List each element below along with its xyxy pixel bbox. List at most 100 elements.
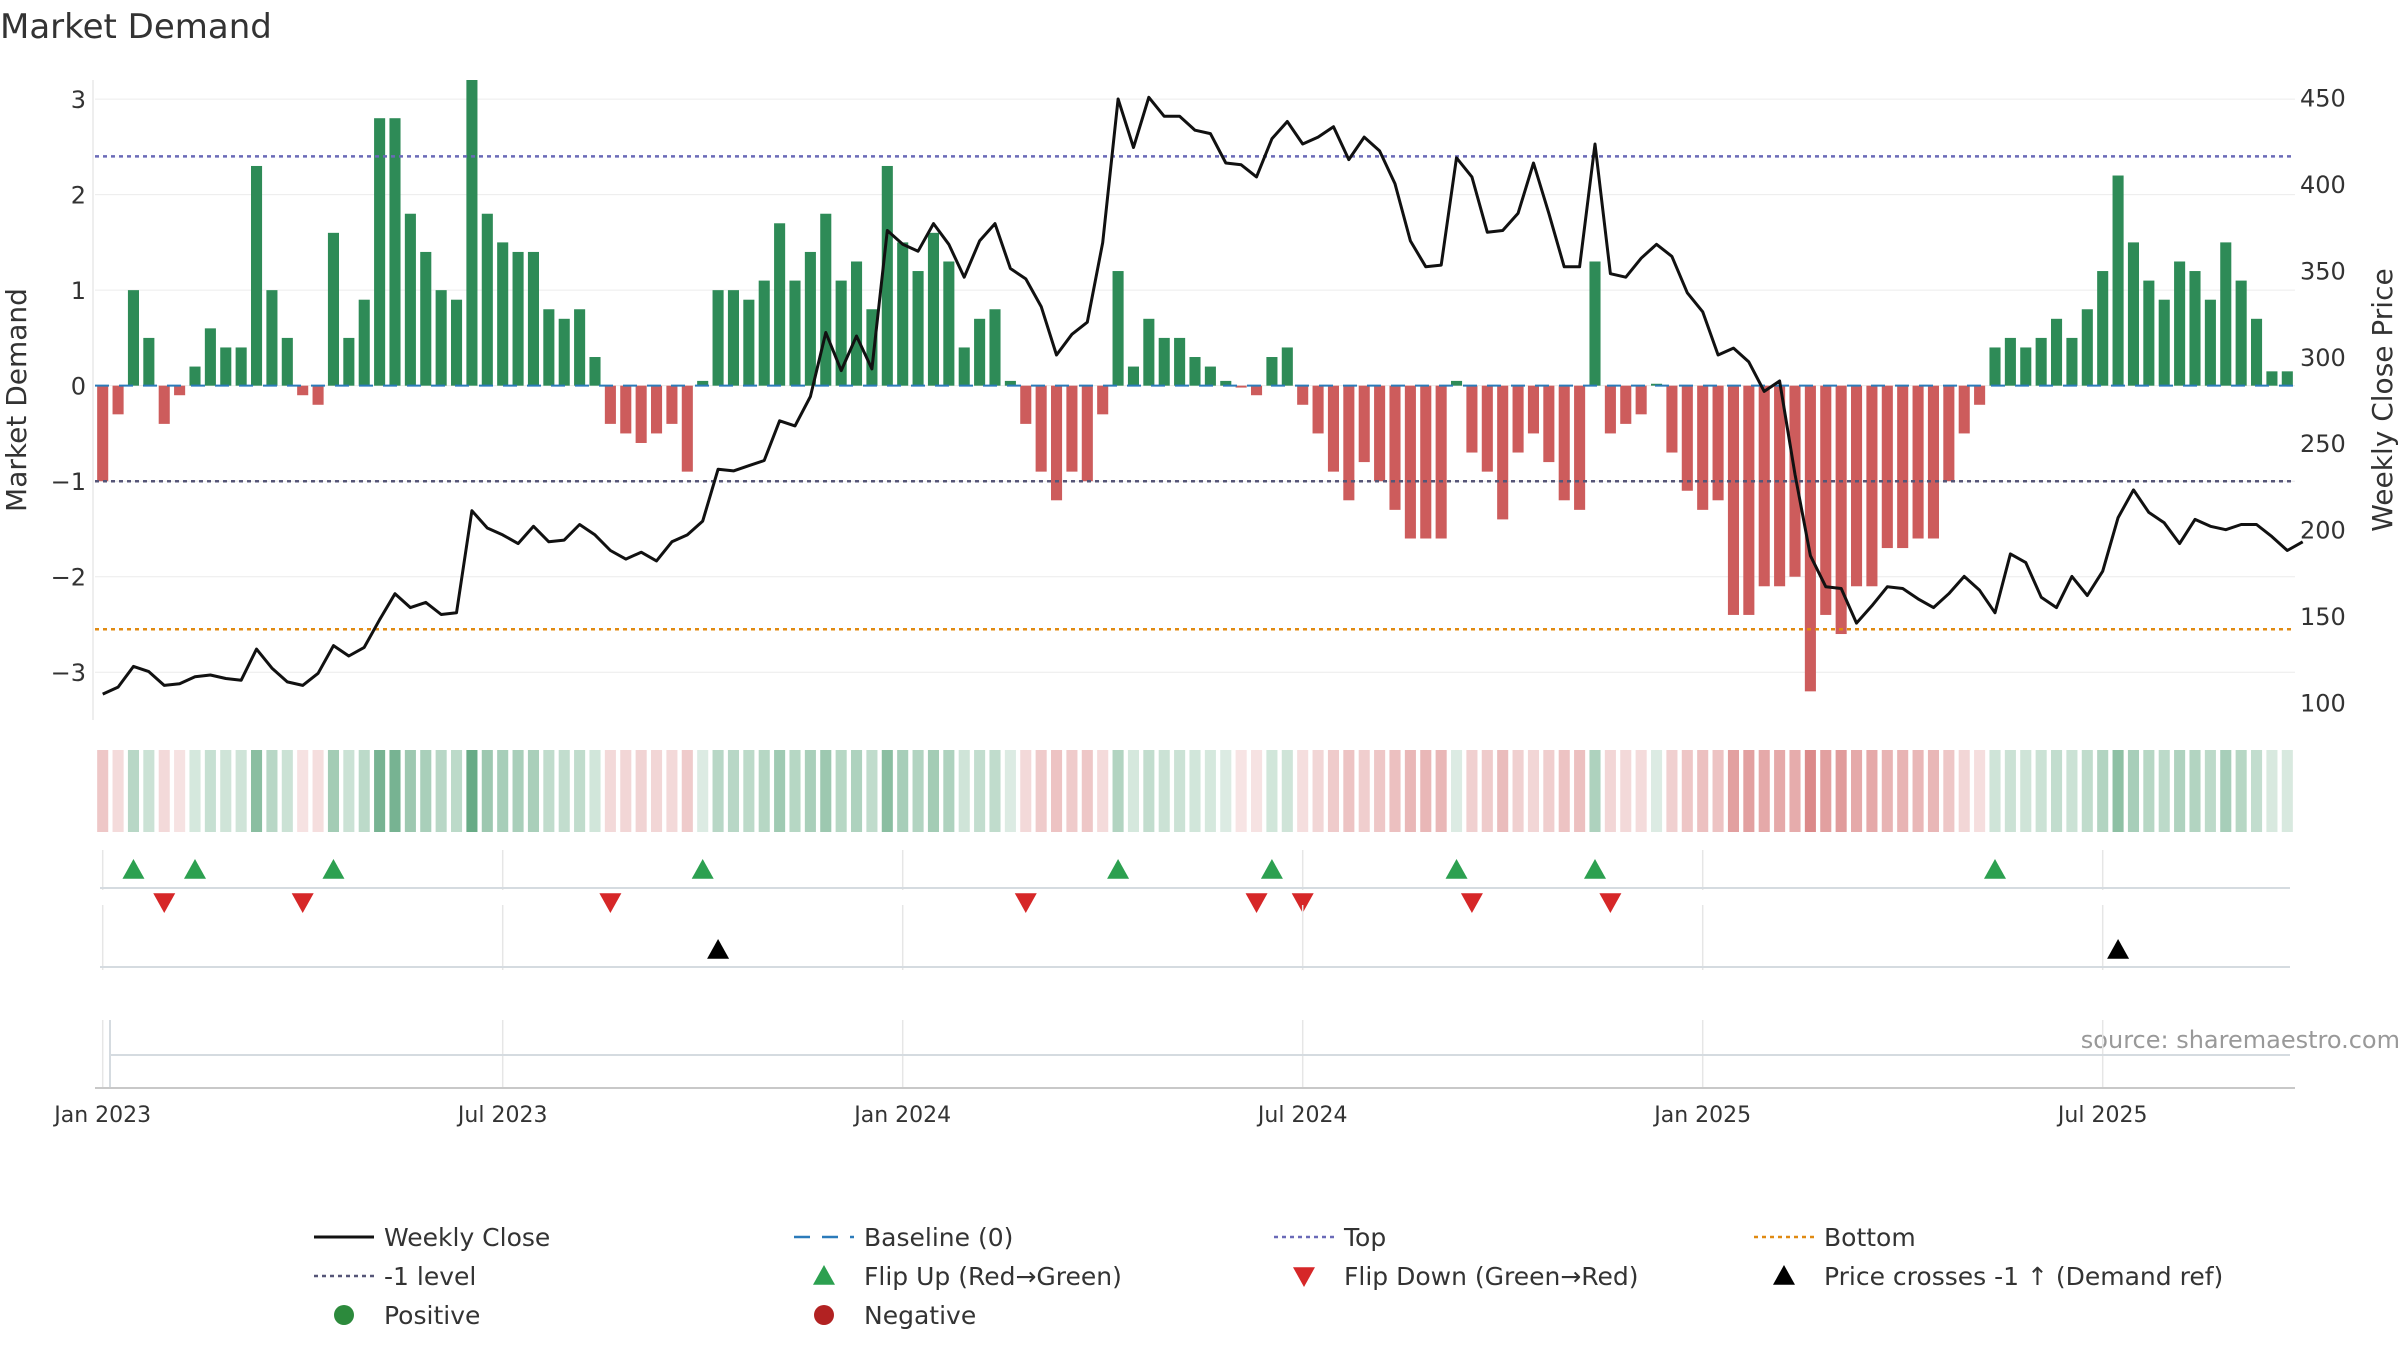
demand-bar [1820, 385, 1832, 615]
x-tick-label: Jul 2025 [2056, 1103, 2148, 1128]
demand-bar [1804, 385, 1816, 692]
heatmap-cell [743, 750, 755, 832]
demand-bar [1358, 385, 1370, 463]
demand-bar [2251, 318, 2263, 386]
demand-bar [1097, 385, 1109, 415]
heatmap-cell [281, 750, 293, 832]
heatmap-cell [451, 750, 463, 832]
legend: Weekly Close Baseline (0) Top Bottom -1 leve… [314, 1223, 2223, 1330]
heatmap-cell [712, 750, 724, 832]
demand-bar [1943, 385, 1955, 482]
demand-bar [2066, 337, 2078, 386]
demand-bar [1158, 337, 1170, 386]
y-right-tick-label: 250 [2300, 430, 2346, 458]
demand-bar [312, 385, 324, 405]
heatmap-cell [2189, 750, 2201, 832]
heatmap-cell [312, 750, 324, 832]
heatmap-cell [1020, 750, 1032, 832]
legend-item: Flip Down (Green→Red) [1293, 1262, 1639, 1291]
demand-bar [2281, 371, 2293, 386]
demand-bar [1851, 385, 1863, 587]
demand-bar [1774, 385, 1786, 587]
flip-down-marker [1460, 893, 1483, 913]
heatmap-cell [1835, 750, 1847, 832]
heatmap-cell [1543, 750, 1555, 832]
heatmap-cell [1497, 750, 1509, 832]
heatmap-cell [604, 750, 616, 832]
demand-bar [1251, 385, 1263, 396]
demand-bar [297, 385, 309, 396]
demand-bar [866, 309, 878, 386]
heatmap-cell [1235, 750, 1247, 832]
demand-bar [1635, 385, 1647, 415]
heatmap-cell [327, 750, 339, 832]
demand-bar [943, 261, 955, 386]
demand-bar [2035, 337, 2047, 386]
demand-bar [220, 347, 232, 386]
heatmap-cell [127, 750, 139, 832]
heatmap-cell [1851, 750, 1863, 832]
demand-bar [743, 299, 755, 386]
y-left-tick-label: 2 [71, 182, 86, 210]
y-right-tick-label: 450 [2300, 84, 2346, 112]
x-tick-label: Jul 2024 [1256, 1103, 1348, 1128]
y-right-tick-label: 150 [2300, 603, 2346, 631]
demand-bar [1112, 271, 1124, 386]
demand-bar [1081, 385, 1093, 482]
heatmap-cell [635, 750, 647, 832]
heatmap-cell [574, 750, 586, 832]
demand-bar [789, 280, 801, 386]
demand-bar [404, 213, 416, 386]
heatmap-cell [1912, 750, 1924, 832]
legend-label: -1 level [384, 1262, 476, 1291]
demand-bar [1420, 385, 1432, 539]
legend-circle-icon [814, 1305, 834, 1325]
demand-bar [1574, 385, 1586, 510]
heatmap-cell [1481, 750, 1493, 832]
heatmap-cell [804, 750, 816, 832]
heatmap-cell [2266, 750, 2278, 832]
demand-bar [358, 299, 370, 386]
heatmap-cell [2204, 750, 2216, 832]
demand-bar [1866, 385, 1878, 587]
y-left-tick-label: 0 [71, 373, 86, 401]
y-axis-right-label: Weekly Close Price [2366, 268, 2399, 531]
y-axis-left-label: Market Demand [0, 288, 33, 512]
heatmap-cell [1343, 750, 1355, 832]
legend-label: Flip Down (Green→Red) [1344, 1262, 1639, 1291]
demand-bar [266, 290, 278, 386]
demand-bar [374, 118, 386, 386]
heatmap-cell [112, 750, 124, 832]
flip-up-marker [691, 859, 714, 879]
heatmap-cell [297, 750, 309, 832]
demand-bar [681, 385, 693, 472]
heatmap-cell [1589, 750, 1601, 832]
heatmap-cell [1574, 750, 1586, 832]
heatmap-cell [681, 750, 693, 832]
heatmap-cell [2066, 750, 2078, 832]
y-left-tick-label: −1 [51, 468, 86, 496]
demand-bar [466, 80, 478, 386]
heatmap-cell [251, 750, 263, 832]
heatmap-cell [1127, 750, 1139, 832]
auxiliary-panel [101, 1020, 2290, 1088]
demand-bar [235, 347, 247, 386]
legend-label: Price crosses -1 ↑ (Demand ref) [1824, 1262, 2223, 1291]
demand-bar [1527, 385, 1539, 434]
demand-bar [1327, 385, 1339, 472]
heatmap-cell [1327, 750, 1339, 832]
heatmap-cell [620, 750, 632, 832]
legend-label: Weekly Close [384, 1223, 550, 1252]
heatmap-cell [851, 750, 863, 832]
demand-bar [2097, 271, 2109, 386]
demand-bar [174, 385, 186, 396]
demand-bar [589, 357, 601, 386]
demand-bar [974, 318, 986, 386]
heatmap-cell [1927, 750, 1939, 832]
demand-bar [2158, 299, 2170, 386]
heatmap-cell [989, 750, 1001, 832]
demand-bar [1435, 385, 1447, 539]
demand-bar [512, 251, 524, 386]
demand-bar [1958, 385, 1970, 434]
heatmap-cell [1681, 750, 1693, 832]
